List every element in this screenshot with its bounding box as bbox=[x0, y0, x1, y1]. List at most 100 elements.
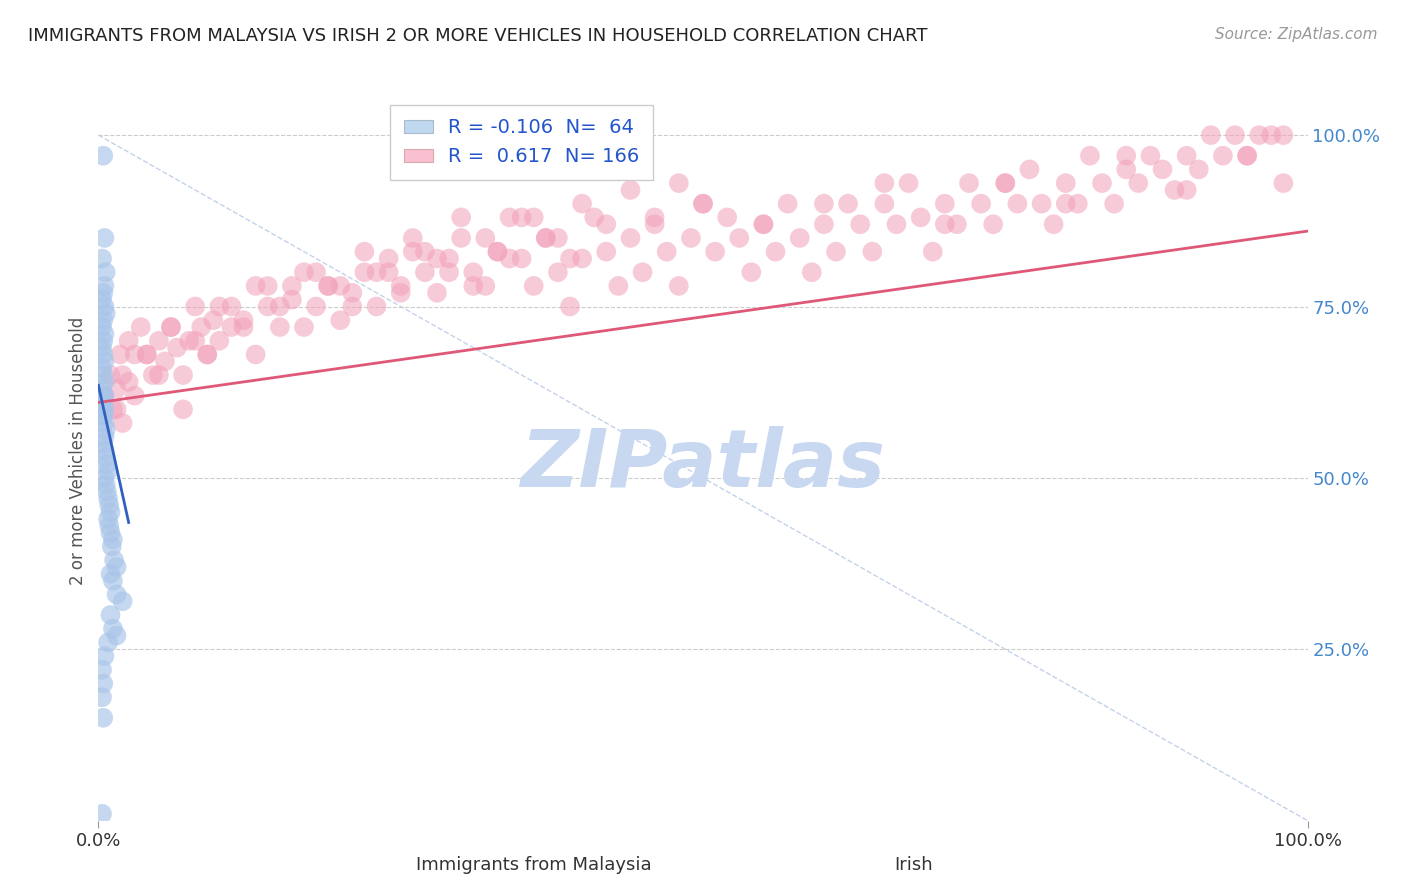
Point bbox=[91, 663, 114, 677]
Point bbox=[510, 252, 533, 266]
Point bbox=[105, 628, 128, 642]
Point bbox=[316, 279, 339, 293]
Point bbox=[292, 320, 315, 334]
Point bbox=[190, 320, 212, 334]
Point bbox=[256, 279, 278, 293]
Point bbox=[547, 231, 569, 245]
Point bbox=[474, 231, 496, 245]
Point bbox=[970, 196, 993, 211]
Point bbox=[342, 285, 364, 300]
Point bbox=[135, 347, 157, 361]
Point bbox=[91, 361, 114, 376]
Point bbox=[101, 622, 124, 636]
Point bbox=[100, 368, 122, 382]
Point bbox=[860, 244, 883, 259]
Point bbox=[232, 313, 254, 327]
Point bbox=[366, 300, 388, 314]
Point bbox=[389, 285, 412, 300]
Point bbox=[292, 265, 315, 279]
Point bbox=[1199, 128, 1222, 142]
Point bbox=[111, 416, 134, 430]
Point bbox=[413, 265, 436, 279]
Point bbox=[129, 320, 152, 334]
Point bbox=[534, 231, 557, 245]
Point bbox=[101, 533, 124, 547]
Point bbox=[91, 285, 114, 300]
Point bbox=[510, 211, 533, 225]
Point bbox=[558, 300, 581, 314]
Point bbox=[142, 368, 165, 382]
Point bbox=[1018, 162, 1040, 177]
Point bbox=[93, 231, 115, 245]
Point bbox=[1078, 149, 1101, 163]
Point bbox=[1115, 149, 1137, 163]
Point bbox=[450, 211, 472, 225]
Point bbox=[96, 457, 118, 471]
Point bbox=[91, 368, 114, 382]
Point bbox=[668, 279, 690, 293]
Point bbox=[353, 265, 375, 279]
Point bbox=[426, 285, 449, 300]
Text: Irish: Irish bbox=[894, 856, 934, 874]
Point bbox=[160, 320, 183, 334]
Point bbox=[269, 300, 291, 314]
Point bbox=[752, 217, 775, 231]
Point bbox=[94, 265, 117, 279]
Point bbox=[547, 265, 569, 279]
Point bbox=[195, 347, 218, 361]
Point bbox=[426, 252, 449, 266]
Point bbox=[595, 217, 617, 231]
Point bbox=[813, 217, 835, 231]
Point bbox=[668, 176, 690, 190]
Point bbox=[413, 244, 436, 259]
Point bbox=[93, 471, 115, 485]
Point bbox=[474, 279, 496, 293]
Point bbox=[153, 354, 176, 368]
Point bbox=[1236, 149, 1258, 163]
Point bbox=[96, 484, 118, 499]
Point bbox=[897, 176, 920, 190]
Point bbox=[105, 587, 128, 601]
Point bbox=[91, 402, 114, 417]
Point bbox=[534, 231, 557, 245]
Point bbox=[692, 196, 714, 211]
Point bbox=[91, 690, 114, 705]
Point bbox=[402, 231, 425, 245]
Point bbox=[450, 231, 472, 245]
Point bbox=[389, 279, 412, 293]
Point bbox=[101, 402, 124, 417]
Point bbox=[728, 231, 751, 245]
Point bbox=[644, 211, 666, 225]
Point bbox=[98, 498, 121, 512]
Point bbox=[498, 252, 520, 266]
Point bbox=[523, 211, 546, 225]
Point bbox=[704, 244, 727, 259]
Point bbox=[172, 402, 194, 417]
Point bbox=[97, 464, 120, 478]
Point bbox=[124, 389, 146, 403]
Point bbox=[437, 265, 460, 279]
Point bbox=[245, 347, 267, 361]
Point bbox=[558, 252, 581, 266]
Point bbox=[124, 347, 146, 361]
Point bbox=[91, 293, 114, 307]
Point bbox=[118, 334, 141, 348]
Point bbox=[655, 244, 678, 259]
Point bbox=[269, 320, 291, 334]
Point bbox=[800, 265, 823, 279]
Legend: R = -0.106  N=  64, R =  0.617  N= 166: R = -0.106 N= 64, R = 0.617 N= 166 bbox=[389, 104, 654, 180]
Point bbox=[342, 300, 364, 314]
Point bbox=[93, 300, 115, 314]
Point bbox=[91, 149, 114, 163]
Point bbox=[765, 244, 787, 259]
Point bbox=[305, 300, 328, 314]
Point bbox=[463, 265, 485, 279]
Point bbox=[93, 430, 115, 444]
Point bbox=[91, 252, 114, 266]
Point bbox=[946, 217, 969, 231]
Point bbox=[245, 279, 267, 293]
Point bbox=[825, 244, 848, 259]
Point bbox=[377, 265, 399, 279]
Point bbox=[94, 306, 117, 320]
Point bbox=[1163, 183, 1185, 197]
